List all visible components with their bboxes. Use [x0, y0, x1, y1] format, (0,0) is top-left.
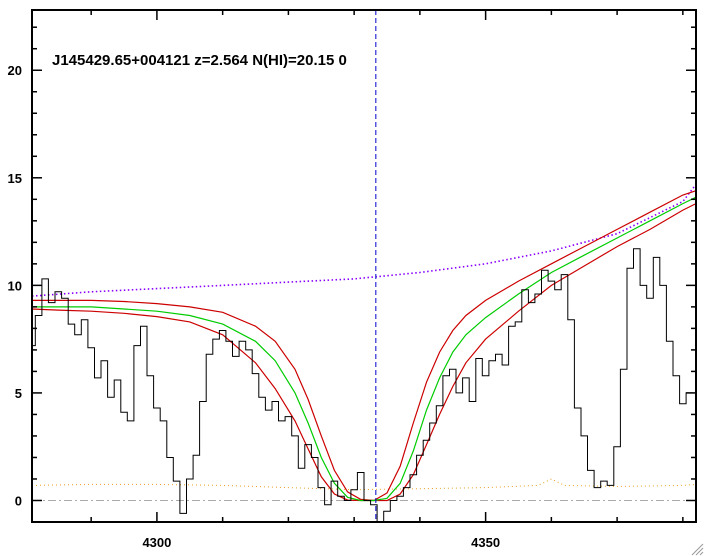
x-tick-label: 4350 — [471, 535, 500, 550]
y-tick-label: 5 — [15, 386, 22, 401]
error-spectrum — [31, 478, 697, 491]
plot-frame — [31, 9, 697, 523]
flux-spectrum — [32, 248, 693, 523]
y-tick-label: 10 — [8, 278, 22, 293]
y-tick-label: 20 — [8, 63, 22, 78]
x-tick-label: 4300 — [142, 535, 171, 550]
y-tick-label: 0 — [15, 493, 22, 508]
chart-title: J145429.65+004121 z=2.564 N(HI)=20.15 0 — [52, 52, 347, 69]
model-line — [32, 196, 697, 502]
flux-histogram — [32, 248, 693, 523]
error-line — [31, 478, 697, 491]
tick-labels: 4300 4350 0 5 10 15 20 — [8, 63, 501, 550]
resize-grip-icon[interactable] — [688, 540, 704, 556]
model-fit — [32, 196, 697, 502]
y-tick-label: 15 — [8, 171, 22, 186]
